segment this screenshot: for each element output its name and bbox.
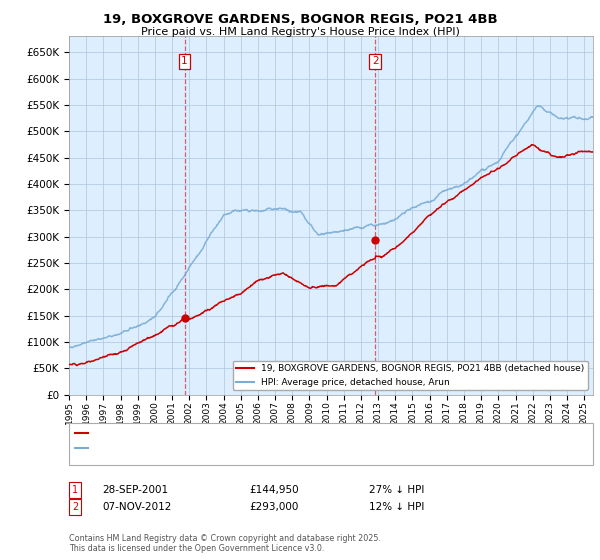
Text: 12% ↓ HPI: 12% ↓ HPI xyxy=(369,502,424,512)
Legend: 19, BOXGROVE GARDENS, BOGNOR REGIS, PO21 4BB (detached house), HPI: Average pric: 19, BOXGROVE GARDENS, BOGNOR REGIS, PO21… xyxy=(233,361,588,390)
Text: 2: 2 xyxy=(72,502,78,512)
Text: £293,000: £293,000 xyxy=(249,502,298,512)
Text: 1: 1 xyxy=(181,56,188,66)
Text: 1: 1 xyxy=(72,485,78,495)
Text: 27% ↓ HPI: 27% ↓ HPI xyxy=(369,485,424,495)
Text: Price paid vs. HM Land Registry's House Price Index (HPI): Price paid vs. HM Land Registry's House … xyxy=(140,27,460,37)
Text: HPI: Average price, detached house, Arun: HPI: Average price, detached house, Arun xyxy=(90,444,279,452)
Text: 19, BOXGROVE GARDENS, BOGNOR REGIS, PO21 4BB (detached house): 19, BOXGROVE GARDENS, BOGNOR REGIS, PO21… xyxy=(90,428,413,437)
Text: Contains HM Land Registry data © Crown copyright and database right 2025.
This d: Contains HM Land Registry data © Crown c… xyxy=(69,534,381,553)
Text: £144,950: £144,950 xyxy=(249,485,299,495)
Text: 28-SEP-2001: 28-SEP-2001 xyxy=(102,485,168,495)
Text: 2: 2 xyxy=(372,56,379,66)
Text: 19, BOXGROVE GARDENS, BOGNOR REGIS, PO21 4BB: 19, BOXGROVE GARDENS, BOGNOR REGIS, PO21… xyxy=(103,13,497,26)
Text: 07-NOV-2012: 07-NOV-2012 xyxy=(102,502,172,512)
